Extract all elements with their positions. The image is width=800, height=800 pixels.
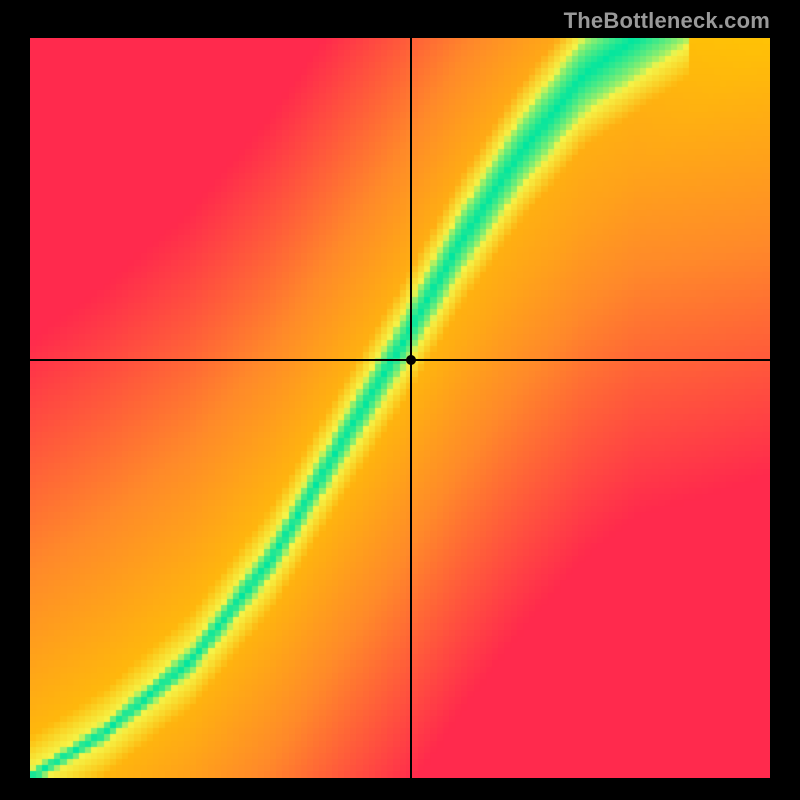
crosshair-marker-dot: [406, 355, 416, 365]
heatmap-plot: [30, 38, 770, 778]
watermark-text: TheBottleneck.com: [564, 8, 770, 34]
crosshair-vertical: [410, 38, 412, 778]
crosshair-horizontal: [30, 359, 770, 361]
